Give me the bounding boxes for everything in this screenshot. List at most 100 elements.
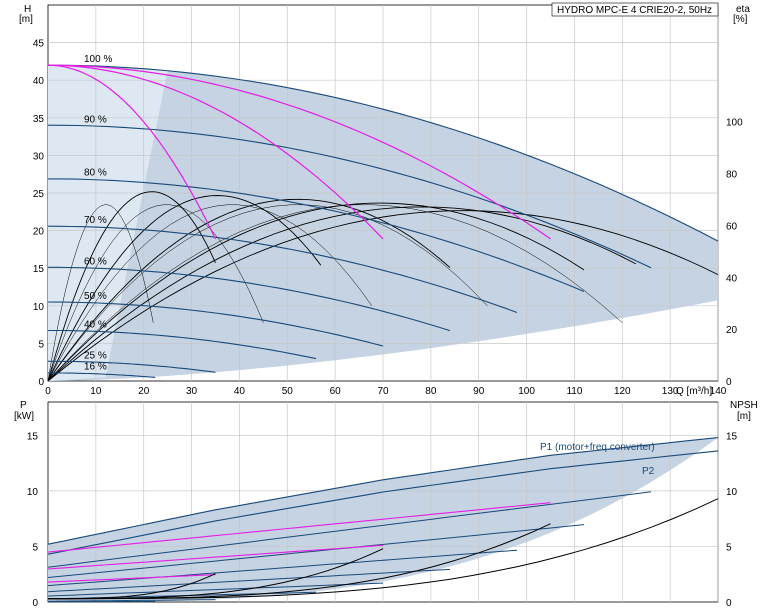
- npsh-tick-label: 5: [726, 542, 732, 553]
- speed-curve: [47, 124, 652, 269]
- y-tick-label: 10: [33, 302, 45, 313]
- speed-label: 50 %: [84, 291, 107, 302]
- y-tick-labels: 0 5 10 15 20 25 30 35 40 45: [33, 39, 45, 388]
- x-tick-label: 140: [710, 386, 727, 397]
- y-tick-label: 15: [33, 264, 45, 275]
- efficiency-curve: [47, 195, 322, 382]
- x-tick-label: 0: [45, 386, 51, 397]
- power-tick-label: 15: [27, 431, 39, 442]
- efficiency-curves: [47, 191, 719, 382]
- power-curve: [47, 549, 518, 587]
- x-tick-label: 80: [425, 386, 437, 397]
- power-curves: [47, 437, 719, 603]
- npsh-curves: [48, 498, 719, 600]
- power-curve: [47, 491, 652, 568]
- speed-curves: [47, 64, 719, 378]
- x-tick-label: 10: [90, 386, 102, 397]
- x-tick-label: 20: [138, 386, 150, 397]
- power-highlight-curve: [47, 544, 384, 570]
- x-tick-label: 40: [234, 386, 246, 397]
- x-tick-label: 30: [186, 386, 198, 397]
- y2-tick-label: 60: [726, 221, 738, 232]
- y-tick-label: 20: [33, 227, 45, 238]
- speed-curve: [47, 64, 719, 242]
- npsh-tick-label: 0: [726, 598, 732, 609]
- speed-label: 70 %: [84, 215, 107, 226]
- speed-labels: 100 % 90 % 80 % 70 % 60 % 50 % 40 % 25 %16 %: [84, 54, 112, 373]
- highlight-curve: [47, 64, 551, 240]
- npsh-tick-label: 10: [726, 487, 738, 498]
- y-tick-label: 30: [33, 151, 45, 162]
- highlight-curve: [47, 64, 217, 240]
- power-tick-labels: 0 5 10 15: [27, 431, 39, 609]
- p2-curve: [47, 450, 719, 555]
- y2-tick-labels: 0 20 40 60 80 100: [726, 118, 743, 388]
- highlight-curve: [47, 64, 384, 240]
- y-axis-label: H: [24, 4, 31, 15]
- p1-curve: [47, 437, 719, 545]
- y-tick-label: 25: [33, 189, 45, 200]
- power-npsh-plot: 0 5 10 15 0 5 10 15 P [kW] NPSH [m] P1 (motor+…: [14, 400, 758, 609]
- series-label-p1: P1 (motor+freq.converter): [540, 442, 655, 453]
- power-curve: [47, 524, 585, 578]
- speed-label: 40 %: [84, 320, 107, 331]
- speed-curve: [48, 266, 451, 332]
- series-label-p2: P2: [642, 466, 655, 477]
- speed-curve: [48, 329, 317, 360]
- chart-title: HYDRO MPC-E 4 CRIE20-2, 50Hz: [557, 5, 712, 16]
- y-tick-label: 45: [33, 39, 45, 50]
- npsh-tick-labels: 0 5 10 15: [726, 431, 738, 609]
- efficiency-curve-thin: [47, 204, 154, 382]
- x-tick-labels: 0 10 20 30 40 50 60 70 80 90 100 110 120 130 140: [45, 386, 727, 397]
- efficiency-curve: [47, 202, 585, 382]
- highlight-curves: [47, 64, 551, 240]
- speed-curve: [47, 301, 384, 347]
- x-tick-label: 90: [473, 386, 485, 397]
- efficiency-curve-thin: [47, 204, 373, 382]
- power-tick-label: 10: [27, 487, 39, 498]
- y-tick-label: 40: [33, 76, 45, 87]
- x-tick-label: 100: [518, 386, 535, 397]
- y2-axis-unit: [%]: [733, 14, 748, 25]
- speed-label: 90 %: [84, 114, 107, 125]
- y2-tick-label: 0: [726, 377, 732, 388]
- npsh-axis-label: NPSH: [730, 400, 758, 411]
- y-tick-label: 0: [38, 377, 44, 388]
- efficiency-curve-thin: [47, 204, 264, 382]
- speed-curve: [48, 372, 156, 378]
- x-tick-label: 50: [282, 386, 294, 397]
- speed-label: 16 %: [84, 362, 107, 373]
- x-tick-label: 120: [614, 386, 631, 397]
- power-curve: [47, 582, 384, 597]
- efficiency-curve: [47, 206, 637, 382]
- power-curve: [47, 568, 451, 593]
- npsh-axis-unit: [m]: [737, 411, 751, 422]
- power-tick-label: 5: [32, 542, 38, 553]
- speed-curve: [48, 178, 585, 293]
- speed-curve: [47, 225, 518, 314]
- power-highlight-curve: [47, 502, 551, 553]
- efficiency-curve: [47, 210, 719, 382]
- x-axis-label: Q [m³/h]: [676, 386, 712, 397]
- efficiency-curve-thin: [47, 204, 623, 382]
- efficiency-curve-thin: [47, 204, 488, 382]
- power-tick-label: 0: [32, 598, 38, 609]
- y2-tick-label: 100: [726, 118, 743, 129]
- x-tick-label: 70: [377, 386, 389, 397]
- y-tick-label: 35: [33, 114, 45, 125]
- power-axis-unit: [kW]: [14, 411, 34, 422]
- power-curve: [47, 599, 216, 602]
- y-axis-unit: [m]: [19, 14, 33, 25]
- y2-axis-label: eta: [736, 4, 750, 15]
- y2-tick-label: 40: [726, 273, 738, 284]
- npsh-tick-label: 15: [726, 431, 738, 442]
- efficiency-curve: [47, 191, 216, 382]
- speed-curve: [48, 360, 216, 373]
- y2-tick-label: 80: [726, 170, 738, 181]
- speed-label: 80 %: [84, 168, 107, 179]
- x-tick-label: 60: [330, 386, 342, 397]
- title-box: [551, 2, 719, 17]
- npsh-curve: [48, 498, 719, 600]
- head-efficiency-plot: 0 10 20 30 40 50 60 70 80 90 100 110 120 130 140 0 5 10 1…: [19, 2, 750, 397]
